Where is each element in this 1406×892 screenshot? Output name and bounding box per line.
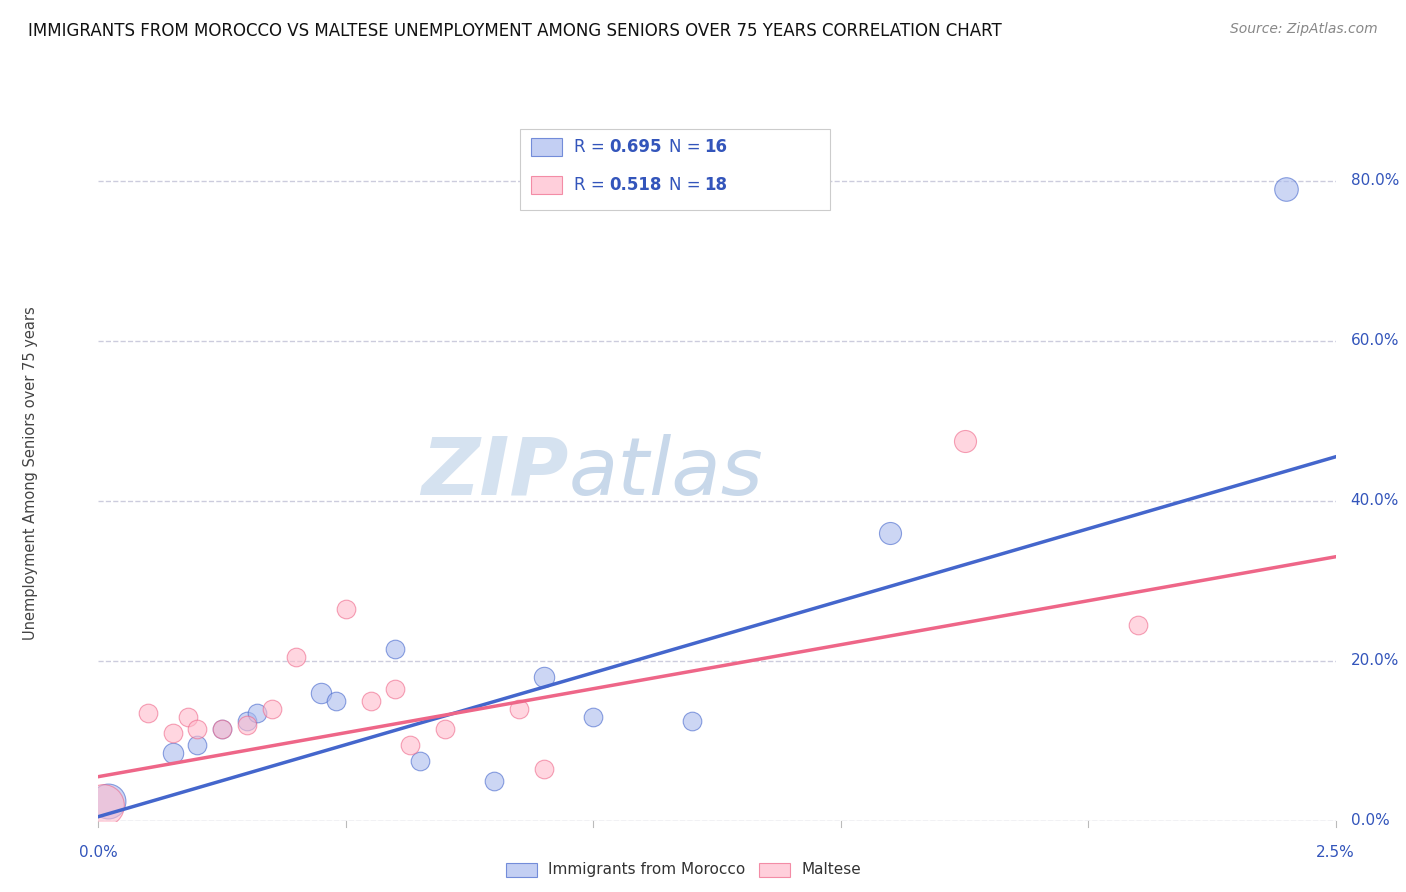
Point <box>309 686 332 700</box>
Point <box>533 670 555 684</box>
Point <box>211 722 233 736</box>
Text: 0.695: 0.695 <box>609 138 661 156</box>
Text: 16: 16 <box>704 138 727 156</box>
Point <box>236 714 259 728</box>
Text: N =: N = <box>669 138 706 156</box>
Point <box>1275 182 1298 196</box>
Point <box>409 754 432 768</box>
Point <box>97 794 120 808</box>
Point <box>399 738 422 752</box>
Point <box>285 649 308 664</box>
Point <box>136 706 159 720</box>
Text: 40.0%: 40.0% <box>1351 493 1399 508</box>
Point <box>246 706 269 720</box>
Point <box>508 701 530 715</box>
Point <box>186 722 208 736</box>
Text: Immigrants from Morocco: Immigrants from Morocco <box>548 863 745 877</box>
Text: 80.0%: 80.0% <box>1351 173 1399 188</box>
Text: 20.0%: 20.0% <box>1351 653 1399 668</box>
Point <box>879 525 901 540</box>
Text: 0.0%: 0.0% <box>79 845 118 860</box>
Text: IMMIGRANTS FROM MOROCCO VS MALTESE UNEMPLOYMENT AMONG SENIORS OVER 75 YEARS CORR: IMMIGRANTS FROM MOROCCO VS MALTESE UNEMP… <box>28 22 1002 40</box>
Point <box>433 722 456 736</box>
Text: atlas: atlas <box>568 434 763 512</box>
Point <box>384 681 406 696</box>
Point <box>260 701 283 715</box>
Text: 2.5%: 2.5% <box>1316 845 1355 860</box>
Point <box>93 797 115 812</box>
Text: 0.518: 0.518 <box>609 176 661 194</box>
Point <box>582 709 605 723</box>
Point <box>325 694 347 708</box>
Text: N =: N = <box>669 176 706 194</box>
Text: 18: 18 <box>704 176 727 194</box>
Point <box>1126 617 1149 632</box>
Point <box>953 434 976 448</box>
Point <box>162 746 184 760</box>
Point <box>186 738 208 752</box>
Text: 60.0%: 60.0% <box>1351 334 1399 348</box>
Point <box>162 725 184 739</box>
Text: Unemployment Among Seniors over 75 years: Unemployment Among Seniors over 75 years <box>22 306 38 640</box>
Text: ZIP: ZIP <box>422 434 568 512</box>
Point <box>236 717 259 731</box>
Point <box>335 601 357 615</box>
Text: Source: ZipAtlas.com: Source: ZipAtlas.com <box>1230 22 1378 37</box>
Point <box>360 694 382 708</box>
Text: R =: R = <box>574 176 610 194</box>
Point <box>176 709 198 723</box>
Text: R =: R = <box>574 138 610 156</box>
Point <box>533 762 555 776</box>
Point <box>384 641 406 656</box>
Point <box>484 773 506 788</box>
Point <box>211 722 233 736</box>
Point <box>681 714 703 728</box>
Text: Maltese: Maltese <box>801 863 860 877</box>
Text: 0.0%: 0.0% <box>1351 814 1389 828</box>
